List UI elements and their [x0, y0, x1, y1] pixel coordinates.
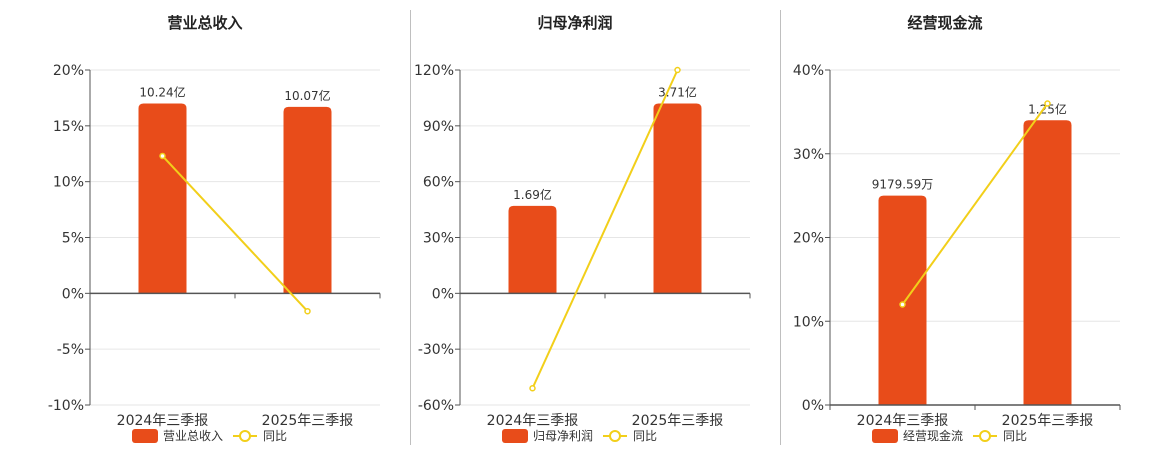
series-line-yoy — [531, 69, 679, 389]
legend-swatch-marker — [979, 430, 991, 442]
bar — [283, 106, 332, 294]
x-category-label: 2025年三季报 — [262, 413, 354, 429]
y-tick-label: 60% — [423, 175, 454, 191]
x-category-label: 2024年三季报 — [487, 413, 579, 429]
legend-swatch-bar — [132, 429, 158, 443]
bar — [508, 205, 557, 294]
bar-data-label: 10.07亿 — [284, 88, 330, 103]
x-category-label: 2025年三季报 — [1002, 413, 1094, 429]
line-point — [674, 66, 681, 74]
chart-panel-revenue: 营业总收入 20% 15% 10% 5% 0% -5% -10% 10.24亿 10.07亿 202… — [25, 0, 395, 450]
y-tick-label: 20% — [53, 63, 84, 79]
y-tick-label: 40% — [793, 63, 824, 79]
bar — [653, 103, 702, 294]
bar — [138, 103, 187, 294]
chart-net-profit: 归母净利润 120% 90% 60% 30% 0% -30% -60% 1.69亿 3.71亿 20… — [414, 14, 751, 443]
legend-label: 经营现金流 — [903, 428, 963, 443]
chart-title: 经营现金流 — [907, 14, 982, 32]
y-tick-label: 15% — [53, 119, 84, 135]
y-tick-label: 0% — [62, 286, 84, 302]
y-tick-label: 10% — [793, 314, 824, 330]
y-tick-label: -30% — [418, 342, 454, 358]
legend-swatch-bar — [502, 429, 528, 443]
chart-panel-net-profit: 归母净利润 120% 90% 60% 30% 0% -30% -60% 1.69亿 3.71亿 20… — [395, 0, 765, 450]
line-point — [1044, 100, 1051, 107]
y-tick-label: 120% — [414, 63, 454, 79]
bar — [878, 195, 927, 405]
bar-data-label: 1.69亿 — [513, 187, 552, 202]
y-tick-label: -60% — [418, 398, 454, 414]
legend-label: 归母净利润 — [533, 429, 593, 443]
legend-label: 同比 — [1003, 429, 1027, 443]
y-tick-label: -5% — [57, 342, 84, 358]
y-tick-label: 90% — [423, 119, 454, 135]
chart-operating-cash-flow: 经营现金流 40% 30% 20% 10% 0% 9179.59万 1.25亿 2024年三季报… — [793, 14, 1121, 443]
y-tick-label: 20% — [793, 231, 824, 247]
bar — [1023, 120, 1072, 405]
legend-swatch-marker — [609, 430, 621, 442]
line-point — [304, 307, 311, 315]
line-point — [529, 385, 536, 392]
y-tick-label: 0% — [802, 398, 824, 414]
bar-data-label: 1.25亿 — [1028, 101, 1067, 116]
y-tick-label: -10% — [48, 398, 84, 414]
series-line-yoy — [901, 102, 1049, 306]
chart-panel-operating-cash-flow: 经营现金流 40% 30% 20% 10% 0% 9179.59万 1.25亿 2024年三季报… — [765, 0, 1135, 450]
legend-swatch-bar — [872, 429, 898, 443]
x-category-label: 2025年三季报 — [632, 413, 724, 429]
panel-divider — [780, 10, 781, 445]
series-line-yoy — [161, 155, 309, 312]
bar-data-label: 3.71亿 — [658, 85, 697, 100]
line-point — [159, 152, 166, 160]
x-category-label: 2024年三季报 — [857, 413, 949, 429]
x-category-label: 2024年三季报 — [117, 413, 209, 429]
y-tick-label: 30% — [793, 147, 824, 163]
legend-label: 同比 — [633, 429, 657, 443]
chart-title: 归母净利润 — [537, 14, 612, 32]
bar-data-label: 9179.59万 — [872, 178, 934, 192]
line-point — [899, 301, 906, 308]
chart-title: 营业总收入 — [167, 14, 242, 32]
legend-label: 营业总收入 — [163, 429, 223, 443]
y-tick-label: 10% — [53, 175, 84, 191]
chart-revenue: 营业总收入 20% 15% 10% 5% 0% -5% -10% 10.24亿 10.07亿 202… — [48, 14, 381, 443]
panel-divider — [410, 10, 411, 445]
y-tick-label: 5% — [62, 231, 84, 247]
y-tick-label: 30% — [423, 231, 454, 247]
y-tick-label: 0% — [432, 286, 454, 302]
bar-data-label: 10.24亿 — [139, 85, 185, 100]
legend-label: 同比 — [263, 429, 287, 443]
legend-swatch-marker — [239, 430, 251, 442]
